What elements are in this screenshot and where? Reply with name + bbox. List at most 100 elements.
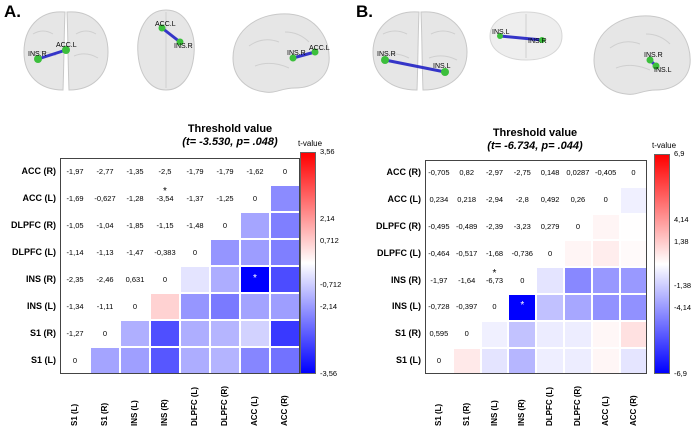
svg-text:INS.L: INS.L bbox=[433, 63, 451, 70]
matrix-cell bbox=[619, 240, 648, 268]
row-label: S1 (L) bbox=[30, 354, 56, 365]
matrix-cell bbox=[180, 347, 210, 374]
matrix-value: -2,8 bbox=[515, 195, 529, 205]
matrix-cell-significant bbox=[240, 266, 270, 293]
matrix-cell bbox=[508, 240, 537, 268]
svg-text:INS.R: INS.R bbox=[528, 38, 547, 45]
matrix-cell bbox=[564, 294, 592, 321]
colorbar-tick: -1,38 bbox=[674, 281, 692, 291]
svg-text:INS.L: INS.L bbox=[492, 29, 510, 36]
column-label: S1 (L) bbox=[70, 403, 79, 426]
matrix-value: -0,495 bbox=[428, 222, 450, 231]
matrix-value: 0 bbox=[548, 248, 553, 258]
matrix-cell-significant bbox=[508, 294, 537, 321]
colorbar bbox=[654, 154, 670, 375]
matrix-cell bbox=[425, 186, 453, 214]
colorbar-tick: 3,56 bbox=[320, 147, 335, 156]
svg-text:ACC.L: ACC.L bbox=[309, 45, 330, 52]
matrix-cell bbox=[150, 266, 180, 293]
matrix-value: -1,37 bbox=[186, 193, 204, 203]
matrix-cell bbox=[120, 266, 150, 293]
matrix-value: 0 bbox=[520, 275, 525, 285]
column-label: ACC (R) bbox=[280, 395, 289, 426]
matrix-cell bbox=[150, 239, 180, 266]
matrix-cell bbox=[150, 347, 180, 374]
matrix-title-a: Threshold value (t= -3.530, p= .048) bbox=[182, 123, 278, 148]
matrix-value: 0,595 bbox=[429, 329, 449, 339]
matrix-value: -1,47 bbox=[126, 247, 144, 257]
matrix-value: 0,234 bbox=[429, 195, 449, 205]
matrix-cell bbox=[591, 267, 620, 294]
matrix-value: -1,35 bbox=[126, 166, 144, 176]
matrix-cell bbox=[591, 347, 620, 375]
colorbar-tick: -4,14 bbox=[674, 303, 692, 313]
matrix-cell bbox=[240, 239, 270, 266]
matrix-cell bbox=[536, 320, 564, 348]
matrix-cell bbox=[536, 240, 564, 268]
column-label: DLPFC (R) bbox=[220, 386, 229, 426]
matrix-cell bbox=[180, 185, 210, 212]
panel-label-b: B. bbox=[356, 2, 373, 21]
matrix-value: -2,46 bbox=[96, 274, 114, 284]
svg-text:INS.L: INS.L bbox=[654, 67, 672, 74]
row-label: S1 (R) bbox=[29, 327, 56, 338]
column-label: DLPFC (R) bbox=[572, 386, 582, 427]
colorbar-tick: -2,14 bbox=[320, 302, 338, 312]
matrix-cell bbox=[60, 185, 90, 212]
column-label: S1 (L) bbox=[433, 404, 443, 427]
row-label: DLPFC (L) bbox=[377, 247, 421, 258]
matrix-cell bbox=[120, 239, 150, 266]
brain-view-b3: INS.R INS.L bbox=[593, 15, 691, 95]
matrix-cell bbox=[60, 320, 90, 347]
matrix-value: -1,25 bbox=[216, 193, 234, 203]
matrix-cell bbox=[564, 267, 592, 294]
matrix-cell bbox=[536, 347, 564, 375]
matrix-value: -0,736 bbox=[511, 248, 533, 258]
matrix-cell bbox=[619, 213, 648, 241]
matrix-cell bbox=[180, 239, 210, 266]
matrix-value: -0,705 bbox=[428, 168, 450, 178]
svg-text:ACC.L: ACC.L bbox=[56, 42, 77, 49]
matrix-cell bbox=[150, 320, 180, 347]
matrix-cell bbox=[150, 212, 180, 239]
matrix-value: 0,631 bbox=[125, 274, 145, 284]
svg-text:INS.R: INS.R bbox=[644, 52, 663, 59]
matrix-value: -2,35 bbox=[66, 274, 84, 284]
colorbar-tick: -6,9 bbox=[674, 369, 687, 379]
node-acc-l bbox=[62, 46, 70, 54]
matrix-cell bbox=[591, 240, 620, 268]
matrix-title-b: Threshold value (t= -6.734, p= .044) bbox=[487, 127, 583, 152]
colorbar-title: t-value bbox=[298, 139, 323, 148]
matrix-cell bbox=[60, 212, 90, 239]
matrix-value: -2,5 bbox=[158, 166, 172, 176]
colorbar-tick: 4,14 bbox=[674, 215, 689, 225]
row-label: ACC (L) bbox=[387, 194, 422, 205]
matrix-cell bbox=[536, 186, 564, 214]
svg-text:ACC.L: ACC.L bbox=[155, 21, 176, 28]
matrix-value: -3,54 bbox=[156, 193, 174, 203]
matrix-cell bbox=[60, 239, 90, 266]
matrix-cell bbox=[270, 185, 300, 212]
row-label: INS (R) bbox=[26, 273, 56, 284]
matrix-cell bbox=[240, 320, 270, 347]
matrix-cell bbox=[60, 293, 90, 320]
matrix-cell bbox=[210, 239, 240, 266]
matrix-cell bbox=[452, 320, 481, 348]
column-label: DLPFC (L) bbox=[545, 387, 555, 427]
matrix-cell bbox=[180, 266, 210, 293]
matrix-cell bbox=[150, 185, 180, 212]
row-label: ACC (L) bbox=[22, 192, 57, 203]
colorbar bbox=[300, 152, 316, 374]
matrix-cell bbox=[508, 160, 537, 187]
matrix-cell bbox=[270, 212, 300, 239]
matrix-cell bbox=[180, 320, 210, 347]
matrix-cell bbox=[180, 212, 210, 239]
row-label: S1 (L) bbox=[395, 355, 421, 365]
matrix-value: -1,04 bbox=[96, 220, 114, 230]
matrix-cell bbox=[120, 185, 150, 212]
matrix-value: 0 bbox=[162, 274, 168, 284]
matrix-value: 0,218 bbox=[457, 195, 477, 205]
matrix-value: -1,15 bbox=[156, 220, 174, 230]
matrix-value: 0 bbox=[192, 247, 198, 257]
matrix-cell bbox=[240, 347, 270, 374]
